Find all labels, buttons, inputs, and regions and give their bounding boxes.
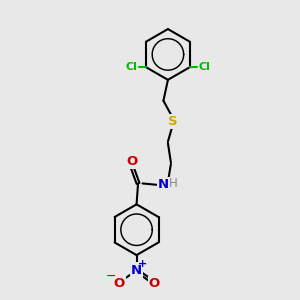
Text: H: H (169, 177, 177, 190)
Text: Cl: Cl (199, 62, 211, 72)
Text: O: O (113, 277, 124, 290)
Text: +: + (138, 259, 147, 269)
Text: N: N (158, 178, 169, 191)
Text: −: − (106, 269, 116, 283)
Text: N: N (131, 263, 142, 277)
Text: Cl: Cl (125, 62, 137, 72)
Text: O: O (149, 277, 160, 290)
Text: O: O (127, 155, 138, 168)
Text: S: S (168, 115, 177, 128)
